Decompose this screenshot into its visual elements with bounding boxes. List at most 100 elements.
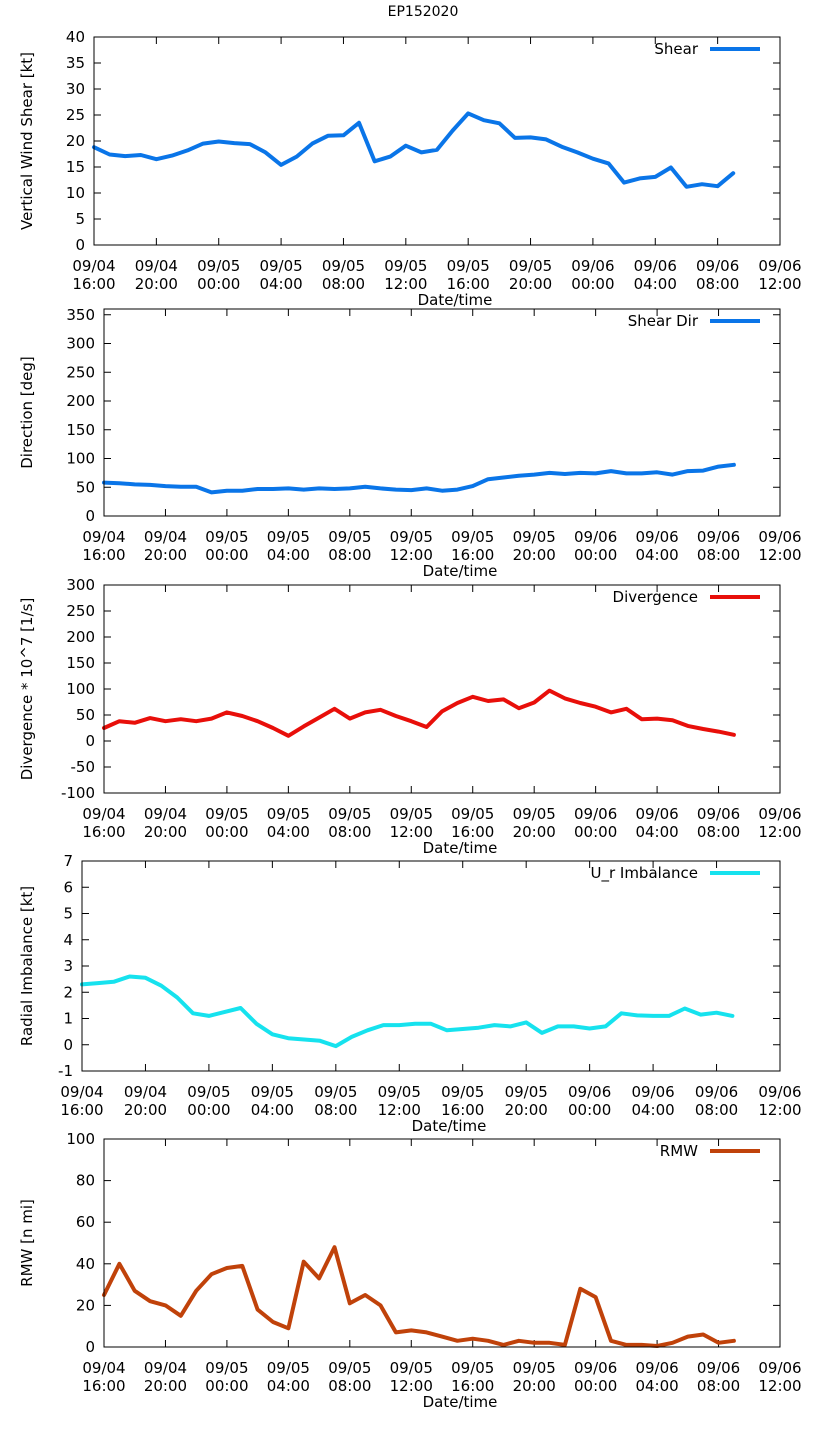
figure-title: EP152020: [388, 4, 459, 20]
x-tick-label-time: 08:00: [697, 1377, 740, 1395]
x-tick-label-time: 20:00: [144, 1377, 187, 1395]
y-tick-label: 20: [66, 132, 85, 150]
x-tick-label-date: 09/04: [82, 1359, 125, 1377]
x-tick-label-time: 04:00: [634, 275, 677, 293]
series-line-shear-dir: [102, 462, 736, 495]
x-tick-label-time: 20:00: [144, 546, 187, 564]
x-tick-label-date: 09/04: [144, 805, 187, 823]
panel-5: 02040608010009/0416:0009/0420:0009/0500:…: [18, 1130, 802, 1411]
x-tick-label-time: 12:00: [758, 823, 801, 841]
x-tick-label-time: 00:00: [571, 275, 614, 293]
y-tick-label: 100: [66, 1130, 95, 1148]
x-tick-label-time: 04:00: [631, 1101, 674, 1119]
y-tick-label: -50: [71, 758, 96, 776]
panel-3: -100-5005010015020025030009/0416:0009/04…: [18, 576, 802, 857]
legend-label: U_r Imbalance: [590, 864, 698, 883]
x-tick-label-time: 00:00: [574, 546, 617, 564]
x-tick-label-time: 12:00: [758, 275, 801, 293]
x-tick-label-time: 00:00: [574, 823, 617, 841]
x-tick-label-date: 09/06: [695, 1083, 738, 1101]
x-tick-label-time: 08:00: [328, 1377, 371, 1395]
x-tick-label-time: 16:00: [447, 275, 490, 293]
x-tick-label-date: 09/06: [697, 805, 740, 823]
y-tick-label: 250: [66, 602, 95, 620]
x-tick-label-date: 09/05: [328, 805, 371, 823]
x-tick-label-date: 09/04: [82, 528, 125, 546]
x-tick-label-date: 09/05: [378, 1083, 421, 1101]
y-tick-label: 0: [85, 1338, 95, 1356]
x-tick-label-date: 09/06: [631, 1083, 674, 1101]
x-tick-label-date: 09/06: [758, 1359, 801, 1377]
x-tick-label-date: 09/05: [390, 528, 433, 546]
y-tick-label: 300: [66, 576, 95, 594]
y-tick-label: 200: [66, 392, 95, 410]
legend-label: Shear: [654, 40, 698, 58]
x-tick-label-date: 09/06: [634, 257, 677, 275]
y-tick-label: 5: [63, 905, 73, 923]
x-tick-label-time: 08:00: [697, 823, 740, 841]
x-tick-label-date: 09/04: [144, 1359, 187, 1377]
x-tick-label-date: 09/06: [697, 1359, 740, 1377]
y-tick-label: 40: [76, 1255, 95, 1273]
plot-frame: [103, 308, 781, 517]
plot-frame: [103, 1138, 781, 1348]
x-tick-label-date: 09/05: [205, 805, 248, 823]
x-tick-label-date: 09/05: [197, 257, 240, 275]
x-tick-label-time: 16:00: [441, 1101, 484, 1119]
x-axis-label: Date/time: [412, 1117, 487, 1135]
x-tick-label-date: 09/06: [635, 1359, 678, 1377]
panel-4: -10123456709/0416:0009/0420:0009/0500:00…: [18, 852, 802, 1135]
y-tick-label: 100: [66, 450, 95, 468]
x-tick-label-time: 08:00: [695, 1101, 738, 1119]
y-tick-label: -1: [58, 1062, 73, 1080]
y-tick-label: 80: [76, 1172, 95, 1190]
legend-label: RMW: [660, 1142, 698, 1160]
y-tick-label: 3: [63, 957, 73, 975]
x-tick-label-time: 00:00: [205, 823, 248, 841]
x-tick-label-time: 16:00: [451, 823, 494, 841]
plot-frame: [103, 584, 781, 794]
y-axis-label: Vertical Wind Shear [kt]: [18, 52, 36, 230]
x-tick-label-date: 09/05: [451, 1359, 494, 1377]
y-tick-label: 250: [66, 363, 95, 381]
y-axis-label: Direction [deg]: [18, 356, 36, 469]
y-tick-label: 0: [63, 1036, 73, 1054]
x-tick-label-date: 09/06: [635, 528, 678, 546]
x-tick-label-date: 09/05: [267, 1359, 310, 1377]
x-tick-label-date: 09/05: [505, 1083, 548, 1101]
x-tick-label-date: 09/06: [758, 805, 801, 823]
x-tick-label-time: 16:00: [82, 546, 125, 564]
panel-2: 05010015020025030035009/0416:0009/0420:0…: [18, 306, 802, 580]
x-tick-label-time: 00:00: [205, 546, 248, 564]
y-tick-label: 50: [76, 478, 95, 496]
x-tick-label-date: 09/04: [72, 257, 115, 275]
x-axis-label: Date/time: [423, 562, 498, 580]
legend-label: Shear Dir: [628, 312, 699, 330]
x-tick-label-date: 09/06: [697, 528, 740, 546]
x-tick-label-date: 09/05: [205, 1359, 248, 1377]
x-tick-label-date: 09/06: [758, 1083, 801, 1101]
x-tick-label-time: 04:00: [251, 1101, 294, 1119]
x-tick-label-date: 09/05: [328, 528, 371, 546]
x-tick-label-time: 16:00: [451, 546, 494, 564]
x-tick-label-date: 09/06: [574, 805, 617, 823]
y-tick-label: 20: [76, 1296, 95, 1314]
y-axis-label: Divergence * 10^7 [1/s]: [18, 598, 36, 781]
x-axis-label: Date/time: [418, 291, 493, 309]
x-tick-label-date: 09/05: [205, 528, 248, 546]
x-tick-label-date: 09/05: [322, 257, 365, 275]
x-tick-label-date: 09/05: [390, 805, 433, 823]
x-tick-label-date: 09/04: [124, 1083, 167, 1101]
x-tick-label-date: 09/05: [513, 1359, 556, 1377]
x-tick-label-date: 09/04: [60, 1083, 103, 1101]
y-tick-label: 1: [63, 1010, 73, 1028]
x-tick-label-date: 09/06: [758, 528, 801, 546]
y-tick-label: 0: [85, 732, 95, 750]
y-tick-label: 40: [66, 28, 85, 46]
series-line-rmw: [102, 1245, 736, 1348]
y-tick-label: 300: [66, 335, 95, 353]
y-tick-label: 200: [66, 628, 95, 646]
y-tick-label: 7: [63, 852, 73, 870]
x-tick-label-date: 09/04: [135, 257, 178, 275]
x-tick-label-time: 20:00: [144, 823, 187, 841]
